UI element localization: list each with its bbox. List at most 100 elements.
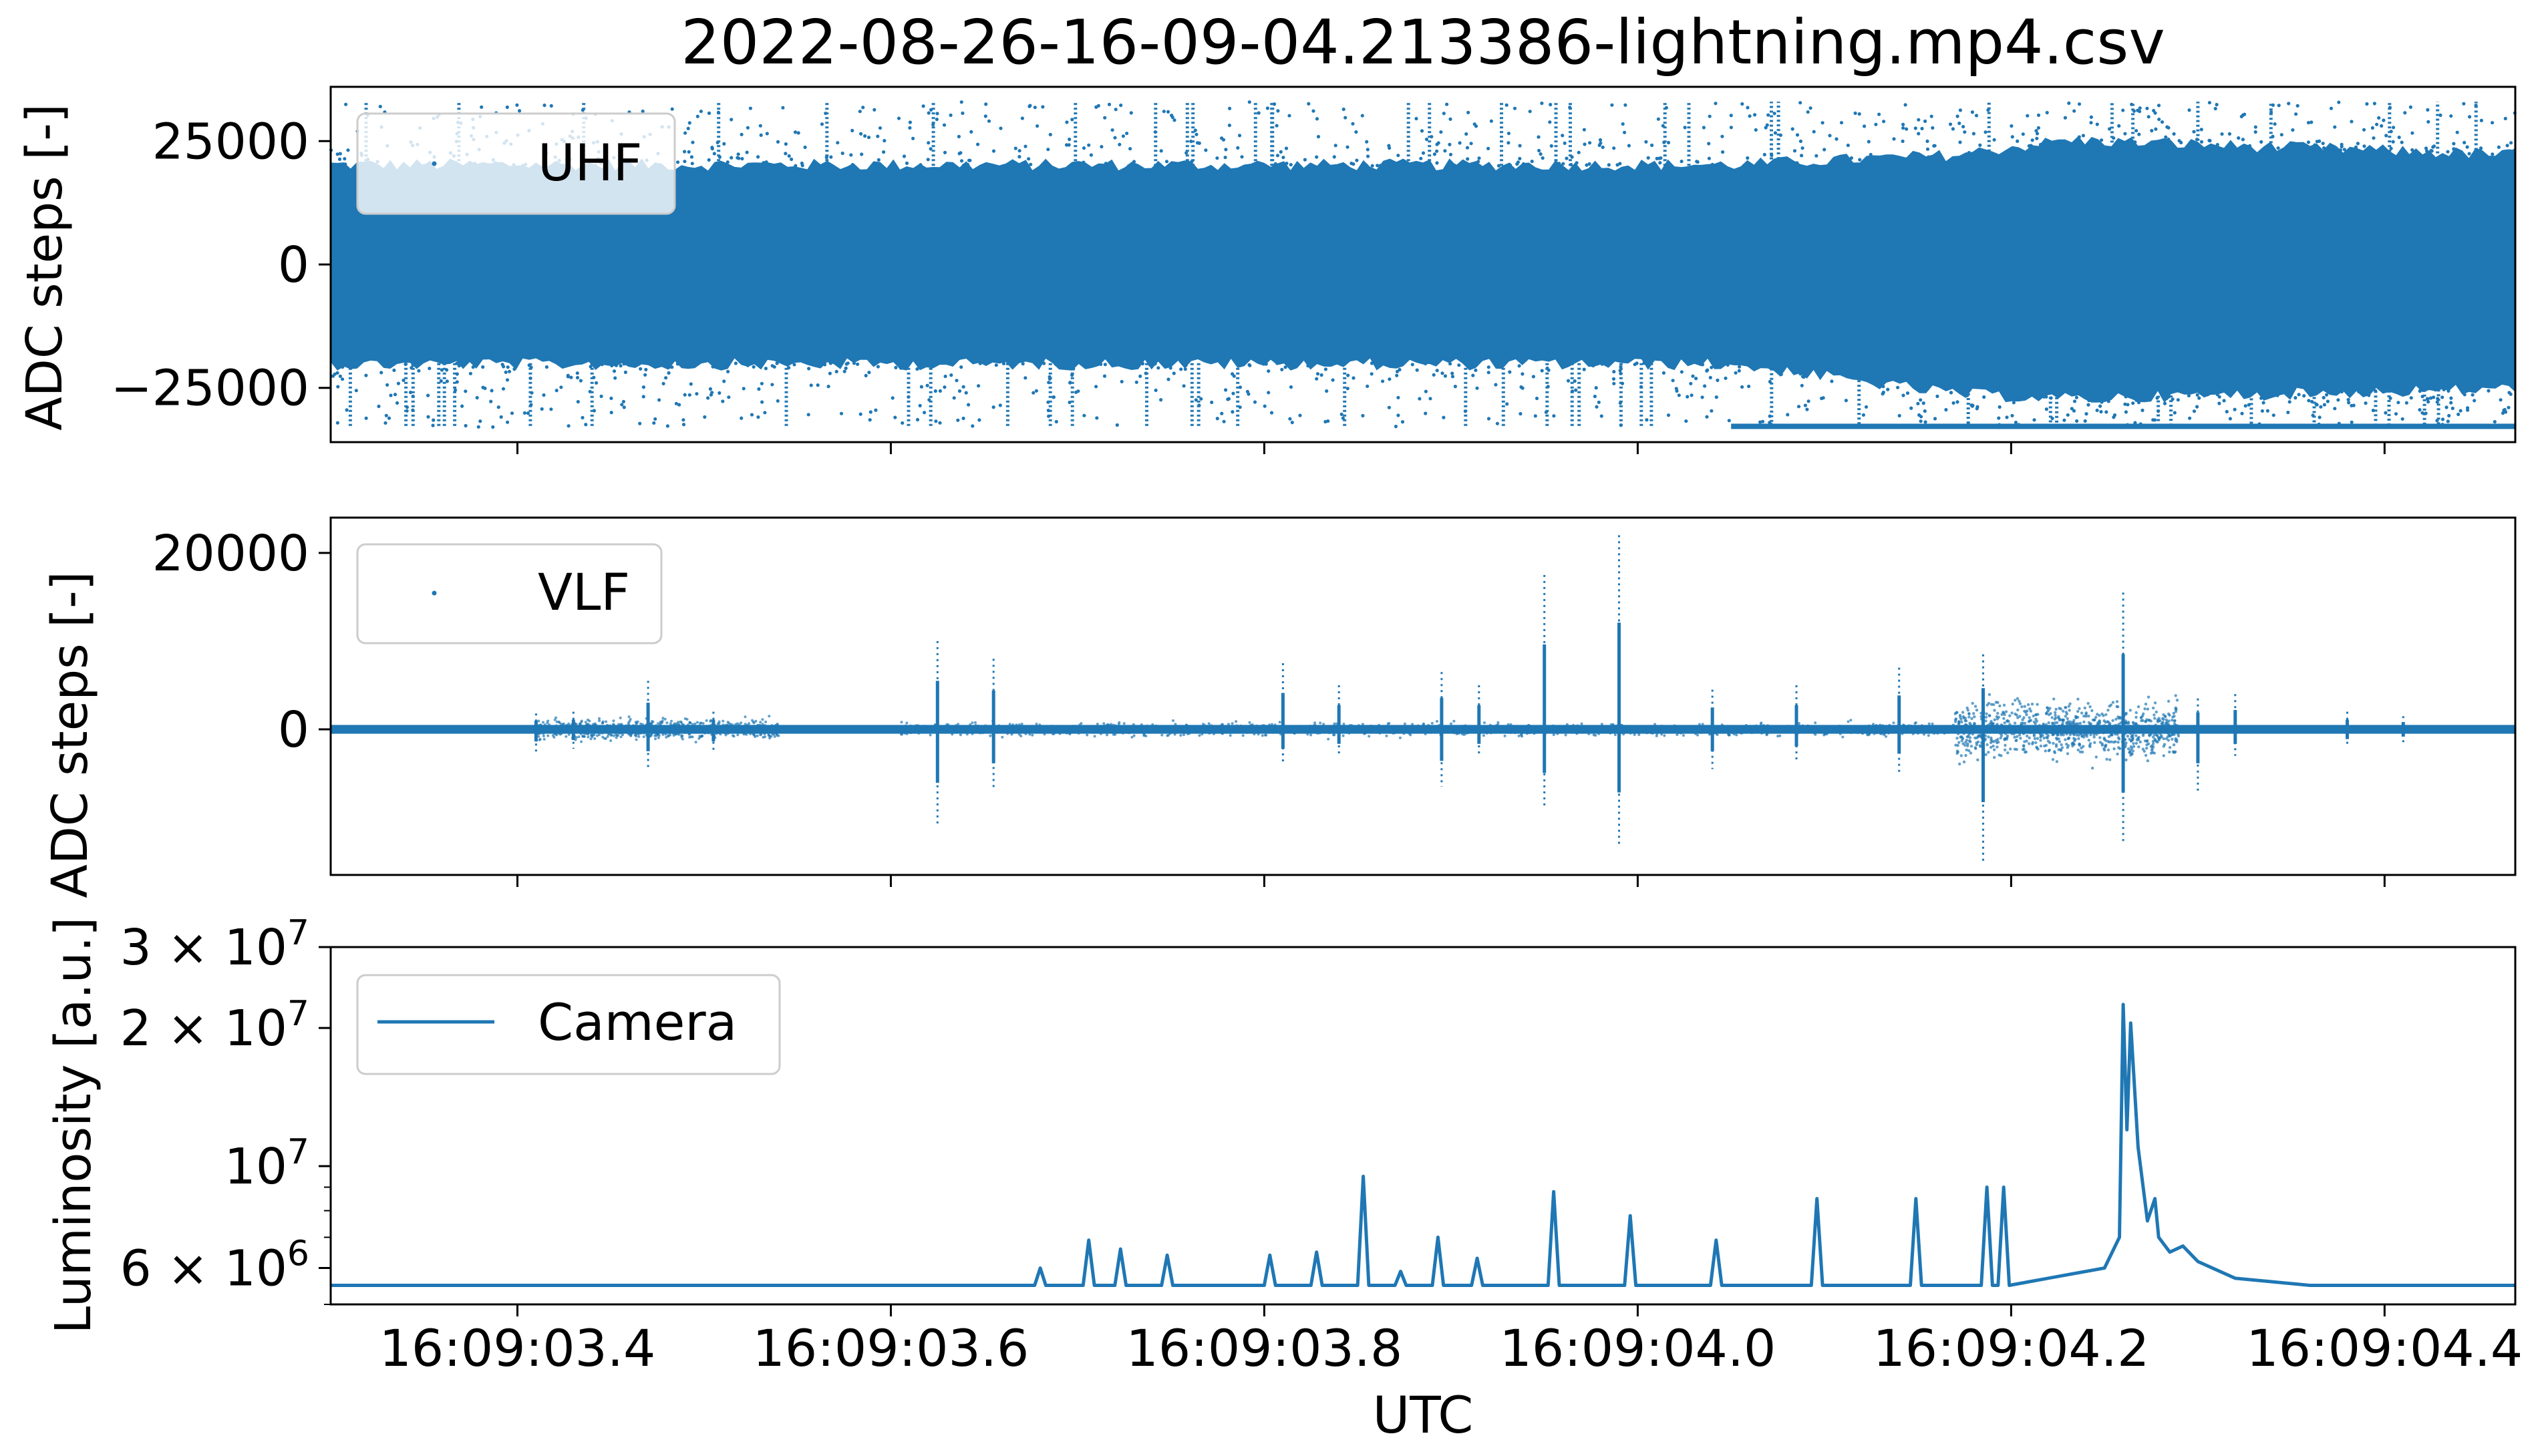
vlf-point [1947, 731, 1950, 734]
uhf-point [2452, 149, 2456, 153]
uhf-point [2227, 132, 2231, 136]
vlf-point [2098, 720, 2101, 723]
uhf-point [1370, 164, 1374, 168]
uhf-point [1345, 387, 1349, 391]
uhf-point [2261, 401, 2265, 405]
vlf-point [1941, 727, 1945, 731]
vlf-point [2175, 738, 2179, 741]
vlf-point [2059, 749, 2063, 752]
vlf-point [1028, 725, 1031, 729]
vlf-point [2174, 707, 2177, 711]
uhf-point [1396, 413, 1400, 417]
vlf-point [1686, 727, 1690, 730]
uhf-point [1955, 114, 1959, 118]
uhf-point [1645, 418, 1649, 422]
vlf-point [770, 724, 774, 727]
uhf-point [1370, 361, 1374, 365]
uhf-point [2192, 130, 2196, 134]
vlf-point [1489, 731, 1492, 735]
uhf-point [919, 163, 923, 167]
vlf-point [680, 730, 683, 733]
vlf-point [707, 731, 710, 735]
uhf-point [460, 404, 464, 408]
vlf-point [1160, 733, 1164, 737]
uhf-point [1223, 156, 1227, 160]
vlf-point [2010, 711, 2014, 715]
uhf-point [464, 389, 468, 393]
vlf-point [1786, 725, 1790, 728]
vlf-point [605, 720, 608, 723]
uhf-point [863, 134, 867, 138]
uhf-point [748, 106, 752, 110]
uhf-point [1535, 396, 1539, 401]
uhf-point [943, 385, 947, 389]
uhf-point [387, 361, 391, 366]
uhf-point [1398, 367, 1402, 372]
vlf-point [1735, 733, 1738, 737]
uhf-point [1224, 148, 1228, 152]
vlf-point [745, 728, 748, 731]
uhf-point [1395, 373, 1399, 377]
vlf-point [2164, 715, 2167, 719]
uhf-point [1068, 138, 1072, 142]
uhf-point [971, 424, 975, 428]
vlf-point [1452, 719, 1456, 723]
vlf-point [1015, 723, 1018, 727]
uhf-point [2279, 133, 2283, 137]
uhf-point [1583, 142, 1587, 146]
vlf-point [1273, 729, 1277, 732]
uhf-point [1882, 120, 1886, 124]
uhf-point [417, 369, 421, 373]
uhf-point [664, 376, 668, 380]
uhf-point [638, 421, 642, 425]
uhf-point [1388, 361, 1392, 365]
vlf-point [2065, 743, 2068, 746]
vlf-point [762, 731, 766, 734]
vlf-point [1962, 760, 1966, 764]
uhf-point [758, 124, 762, 128]
uhf-legend-marker [432, 161, 437, 166]
uhf-point [683, 150, 687, 154]
vlf-point [2076, 710, 2080, 713]
uhf-point [2195, 393, 2199, 397]
vlf-point [1593, 727, 1596, 731]
vlf-point [685, 725, 689, 729]
uhf-point [1275, 124, 1279, 128]
vlf-point [2175, 699, 2179, 702]
vlf-point [1729, 729, 1732, 732]
uhf-point [2161, 141, 2165, 145]
uhf-point [2215, 103, 2219, 107]
vlf-point [2008, 714, 2012, 717]
vlf-point [665, 735, 668, 739]
uhf-point [683, 160, 687, 164]
vlf-point [1037, 725, 1040, 728]
vlf-point [1549, 727, 1553, 730]
vlf-point [1579, 727, 1582, 731]
uhf-point [1971, 132, 1975, 136]
uhf-point [1901, 393, 1905, 397]
vlf-point [891, 726, 894, 729]
vlf-point [651, 731, 655, 734]
uhf-point [1464, 132, 1468, 136]
vlf-point [1142, 734, 1146, 737]
uhf-point [667, 371, 671, 375]
vlf-point [1732, 728, 1735, 731]
vlf-point [1163, 727, 1166, 731]
vlf-point [707, 724, 711, 727]
uhf-point [385, 383, 389, 387]
vlf-point [2086, 702, 2090, 705]
vlf-point [1195, 725, 1198, 728]
vlf-point [758, 730, 762, 733]
uhf-point [1708, 114, 1712, 118]
uhf-point [1773, 131, 1777, 135]
vlf-point [598, 717, 601, 720]
uhf-point [1496, 164, 1501, 168]
uhf-point [2237, 136, 2241, 140]
uhf-point [1054, 362, 1058, 367]
vlf-point [1577, 730, 1580, 733]
uhf-point [828, 371, 832, 375]
vlf-point [1975, 709, 1979, 712]
vlf-point [602, 729, 605, 733]
vlf-point [2080, 727, 2083, 731]
uhf-point [1127, 164, 1131, 168]
